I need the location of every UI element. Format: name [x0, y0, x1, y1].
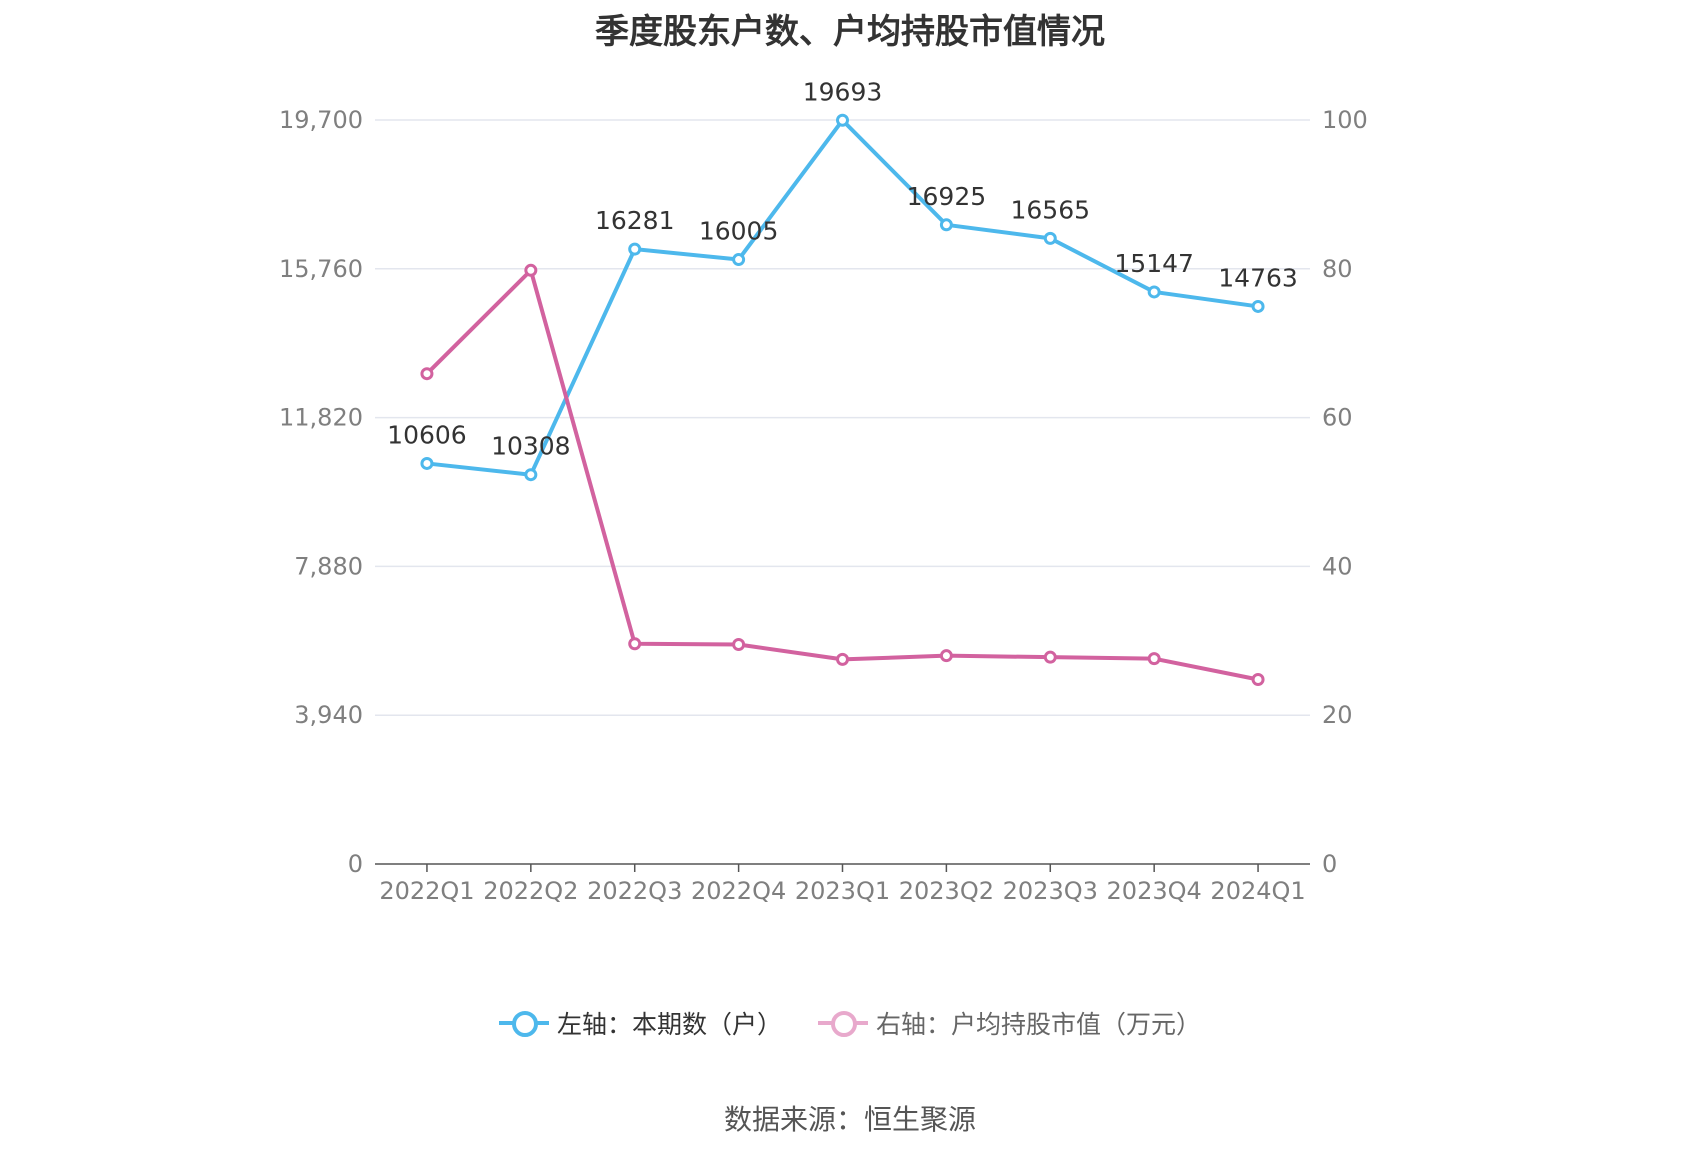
data-point-right [1251, 672, 1265, 686]
data-point-right [836, 652, 849, 666]
data-point-left [1147, 285, 1161, 299]
data-point-left [1043, 231, 1057, 245]
legend-item-right-series[interactable]: 右轴：户均持股市值（万元） [818, 1005, 1201, 1041]
data-label: 16281 [595, 206, 675, 235]
data-label: 10308 [491, 432, 571, 461]
right-axis-tick-label: 80 [1322, 255, 1353, 283]
data-point-right [1147, 652, 1161, 666]
x-axis-tick-label: 2023Q1 [795, 877, 890, 905]
series-line-left [426, 118, 1259, 477]
right-axis-tick-label: 60 [1322, 404, 1353, 432]
x-axis-tick-label: 2022Q4 [691, 877, 786, 905]
data-label: 16925 [907, 182, 987, 211]
left-axis-tick-label: 15,760 [279, 255, 363, 283]
data-point-left [628, 242, 642, 256]
right-axis-tick-label: 100 [1322, 106, 1368, 134]
right-axis-tick-label: 20 [1322, 701, 1353, 729]
left-axis-tick-label: 11,820 [279, 404, 363, 432]
left-axis-tick-label: 0 [348, 850, 363, 878]
right-axis-tick-label: 0 [1322, 850, 1337, 878]
legend-item-left-series[interactable]: 左轴：本期数（户） [498, 1005, 782, 1041]
right-axis-tick-label: 40 [1322, 552, 1353, 580]
data-point-left [732, 253, 746, 267]
chart-title: 季度股东户数、户均持股市值情况 [595, 12, 1105, 52]
grid-lines [375, 119, 1310, 716]
data-label: 14763 [1218, 263, 1298, 292]
data-point-right [524, 263, 538, 277]
data-point-left [1251, 299, 1265, 313]
series-line-right [425, 268, 1259, 682]
data-label: 16565 [1011, 195, 1091, 224]
series [420, 113, 1265, 686]
data-source: 数据来源：恒生聚源 [723, 1103, 976, 1136]
legend-label-left: 左轴：本期数（户） [556, 1010, 782, 1039]
legend-marker-left [498, 1009, 549, 1037]
data-point-left [524, 468, 538, 482]
data-point-right [628, 637, 642, 651]
data-label: 15147 [1114, 249, 1194, 278]
data-point-left [939, 218, 953, 232]
legend: 左轴：本期数（户） 右轴：户均持股市值（万元） [0, 1003, 1700, 1043]
data-point-right [939, 649, 953, 663]
data-point-left [836, 113, 849, 127]
x-axis-tick-label: 2023Q3 [1003, 877, 1098, 905]
left-axis-tick-label: 19,700 [279, 106, 363, 134]
x-axis-tick-label: 2024Q1 [1210, 877, 1305, 905]
data-label: 16005 [699, 217, 779, 246]
left-axis-tick-label: 3,940 [294, 701, 363, 729]
data-point-left [420, 456, 434, 470]
x-axis-tick-label: 2022Q1 [379, 877, 474, 905]
data-point-right [420, 367, 434, 381]
data-labels: 10606 10308 16281 16005 19693 16925 16565 15147… [387, 77, 1298, 460]
x-axis-tick-label: 2022Q3 [587, 877, 682, 905]
data-point-right [732, 638, 746, 652]
x-axis-tick-label: 2023Q2 [899, 877, 994, 905]
legend-label-right: 右轴：户均持股市值（万元） [876, 1010, 1202, 1039]
data-label: 10606 [387, 420, 467, 449]
x-axis-tick-label: 2023Q4 [1107, 877, 1202, 905]
x-axis-tick-label: 2022Q2 [483, 877, 578, 905]
axes: 0 0 3,940 20 7,880 40 11,820 60 15,760 80 19,700 10… [279, 106, 1368, 905]
data-label: 19693 [803, 77, 883, 106]
data-point-right [1043, 650, 1057, 664]
left-axis-tick-label: 7,880 [294, 552, 363, 580]
legend-marker-right [818, 1009, 868, 1037]
